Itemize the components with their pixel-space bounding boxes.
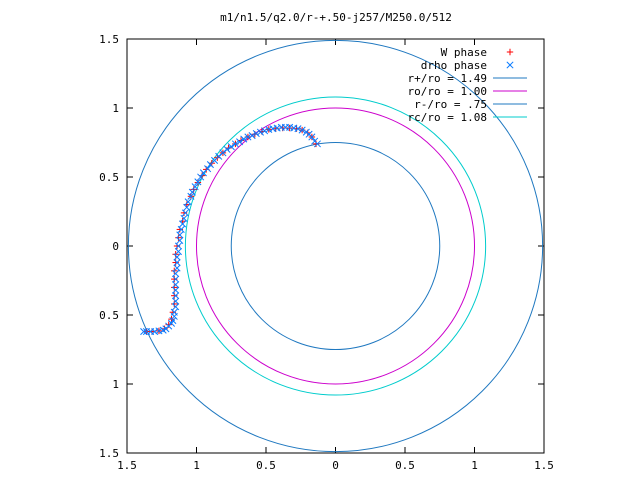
drho-phase-point bbox=[170, 312, 178, 320]
drho-phase-point bbox=[240, 135, 248, 143]
legend-marker bbox=[506, 61, 514, 69]
drho-phase-point bbox=[206, 161, 214, 169]
drho-phase-point bbox=[140, 328, 148, 336]
drho-phase-point bbox=[184, 198, 192, 206]
w-phase-point bbox=[165, 321, 172, 328]
drho-phase-point bbox=[174, 247, 182, 256]
y-tick-label: 0 bbox=[112, 240, 119, 253]
chart-title: m1/n1.5/q2.0/r-+.50-j257/M250.0/512 bbox=[220, 11, 452, 24]
drho-phase-point bbox=[199, 169, 208, 177]
x-tick-label: 1 bbox=[471, 459, 478, 472]
drho-phase-point bbox=[172, 286, 180, 294]
drho-phase-point bbox=[142, 328, 151, 336]
y-tick-label: 0.5 bbox=[99, 171, 119, 184]
drho-phase-point bbox=[219, 149, 227, 157]
drho-phase-point bbox=[298, 126, 306, 134]
w-phase-point bbox=[171, 284, 178, 291]
drho-phase-point bbox=[172, 275, 180, 283]
drho-phase-point bbox=[248, 132, 256, 140]
w-phase-point bbox=[172, 259, 179, 266]
drho-phase-point bbox=[227, 143, 235, 151]
drho-phase-point bbox=[173, 259, 181, 267]
legend-label: drho phase bbox=[421, 59, 487, 72]
circle-5 bbox=[184, 96, 487, 396]
circle-4 bbox=[230, 142, 441, 350]
w-phase-point bbox=[312, 140, 320, 148]
drho-phase-point bbox=[223, 145, 231, 153]
legend-marker bbox=[506, 48, 514, 56]
w-phase-point bbox=[175, 234, 182, 241]
legend-label: r-/ro = .75 bbox=[414, 98, 487, 111]
drho-phase-point bbox=[172, 303, 180, 311]
y-tick-label: 0.5 bbox=[99, 309, 119, 322]
w-phase-point bbox=[171, 292, 178, 299]
drho-phase-point bbox=[236, 138, 244, 146]
x-tick-label: 1.5 bbox=[534, 459, 554, 472]
w-phase-point bbox=[171, 275, 178, 283]
data-points bbox=[140, 123, 321, 336]
drho-phase-point bbox=[183, 203, 191, 211]
drho-phase-point bbox=[188, 188, 196, 196]
drho-phase-point bbox=[256, 128, 264, 136]
drho-phase-point bbox=[173, 253, 181, 261]
drho-phase-point bbox=[252, 129, 260, 138]
drho-phase-point bbox=[191, 183, 199, 191]
circle-2 bbox=[127, 39, 544, 453]
legend-label: W phase bbox=[441, 46, 487, 59]
reference-circles bbox=[127, 39, 544, 453]
w-phase-point bbox=[171, 300, 178, 308]
drho-phase-point bbox=[311, 137, 319, 145]
legend-label: r+/ro = 1.49 bbox=[408, 72, 487, 85]
drho-phase-point bbox=[244, 133, 252, 141]
y-tick-label: 1 bbox=[112, 378, 119, 391]
drho-phase-point bbox=[177, 225, 185, 233]
drho-phase-point bbox=[179, 220, 187, 228]
x-tick-label: 0.5 bbox=[256, 459, 276, 472]
w-phase-point bbox=[190, 186, 197, 193]
drho-phase-point bbox=[173, 264, 181, 272]
drho-phase-point bbox=[172, 292, 180, 300]
drho-phase-point bbox=[172, 297, 180, 305]
x-tick-label: 0.5 bbox=[395, 459, 415, 472]
x-tick-label: 1.5 bbox=[117, 459, 137, 472]
drho-phase-point bbox=[172, 270, 180, 278]
drho-phase-point bbox=[172, 281, 180, 289]
drho-phase-point bbox=[176, 231, 184, 239]
axis-ticks: 1.5 1 0.5 0 0.5 1 1.51.510.500.511.5 bbox=[99, 33, 554, 472]
y-tick-label: 1 bbox=[112, 102, 119, 115]
drho-phase-point bbox=[187, 192, 195, 200]
drho-phase-point bbox=[181, 209, 189, 217]
drho-phase-point bbox=[174, 242, 182, 250]
drho-phase-point bbox=[176, 236, 184, 245]
x-tick-label: 1 bbox=[193, 459, 200, 472]
circle-3 bbox=[196, 107, 475, 385]
drho-phase-point bbox=[265, 125, 273, 133]
x-tick-label: 0 bbox=[332, 459, 339, 472]
y-tick-label: 1.5 bbox=[99, 33, 119, 46]
y-tick-label: 1.5 bbox=[99, 447, 119, 460]
legend-label: rc/ro = 1.08 bbox=[408, 111, 487, 124]
drho-phase-point bbox=[231, 140, 239, 148]
legend-label: ro/ro = 1.00 bbox=[408, 85, 487, 98]
drho-phase-point bbox=[302, 128, 310, 136]
drho-phase-point bbox=[197, 173, 205, 181]
drho-phase-point bbox=[180, 214, 188, 222]
drho-phase-point bbox=[194, 178, 202, 186]
drho-phase-point bbox=[261, 127, 269, 135]
